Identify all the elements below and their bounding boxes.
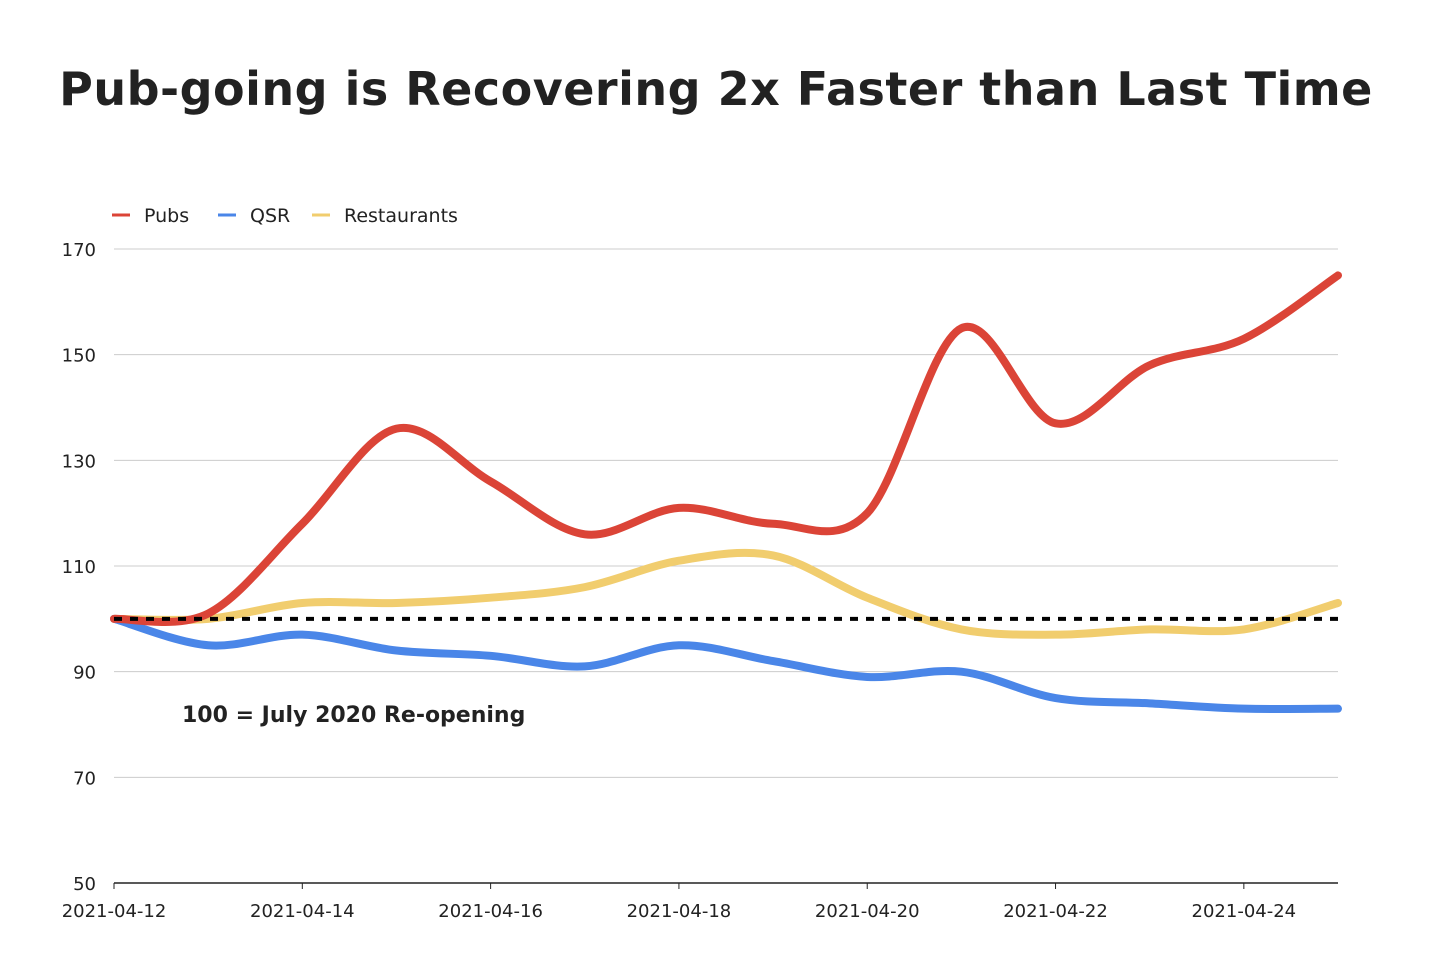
y-axis: 50 70 90 110 130 150 170: [62, 240, 96, 895]
y-tick-label: 50: [73, 874, 96, 895]
x-axis: 2021-04-12 2021-04-14 2021-04-16 2021-04-18…: [62, 883, 1296, 922]
y-tick-label: 130: [62, 451, 96, 472]
x-tick-label: 2021-04-14: [250, 901, 355, 922]
series-lines: [110, 271, 1342, 714]
series-line-pubs: [110, 271, 1342, 627]
series-line-qsr: [110, 614, 1342, 714]
series-line-restaurants: [110, 548, 1342, 639]
x-tick-label: 2021-04-12: [62, 901, 167, 922]
x-tick-label: 2021-04-16: [438, 901, 543, 922]
x-tick-label: 2021-04-20: [815, 901, 920, 922]
x-tick-label: 2021-04-22: [1003, 901, 1108, 922]
legend: Pubs QSR Restaurants: [112, 205, 458, 227]
legend-label-qsr: QSR: [250, 205, 290, 227]
y-tick-label: 90: [73, 663, 96, 684]
y-tick-label: 110: [62, 557, 96, 578]
y-tick-label: 150: [62, 346, 96, 367]
x-tick-label: 2021-04-18: [627, 901, 732, 922]
x-tick-label: 2021-04-24: [1192, 901, 1297, 922]
y-tick-label: 70: [73, 768, 96, 789]
gridlines: [114, 248, 1338, 884]
y-tick-label: 170: [62, 240, 96, 261]
legend-label-restaurants: Restaurants: [344, 205, 458, 227]
legend-label-pubs: Pubs: [144, 205, 189, 227]
annotation-text: 100 = July 2020 Re-opening: [182, 703, 525, 728]
chart-title: Pub-going is Recovering 2x Faster than L…: [59, 62, 1373, 116]
